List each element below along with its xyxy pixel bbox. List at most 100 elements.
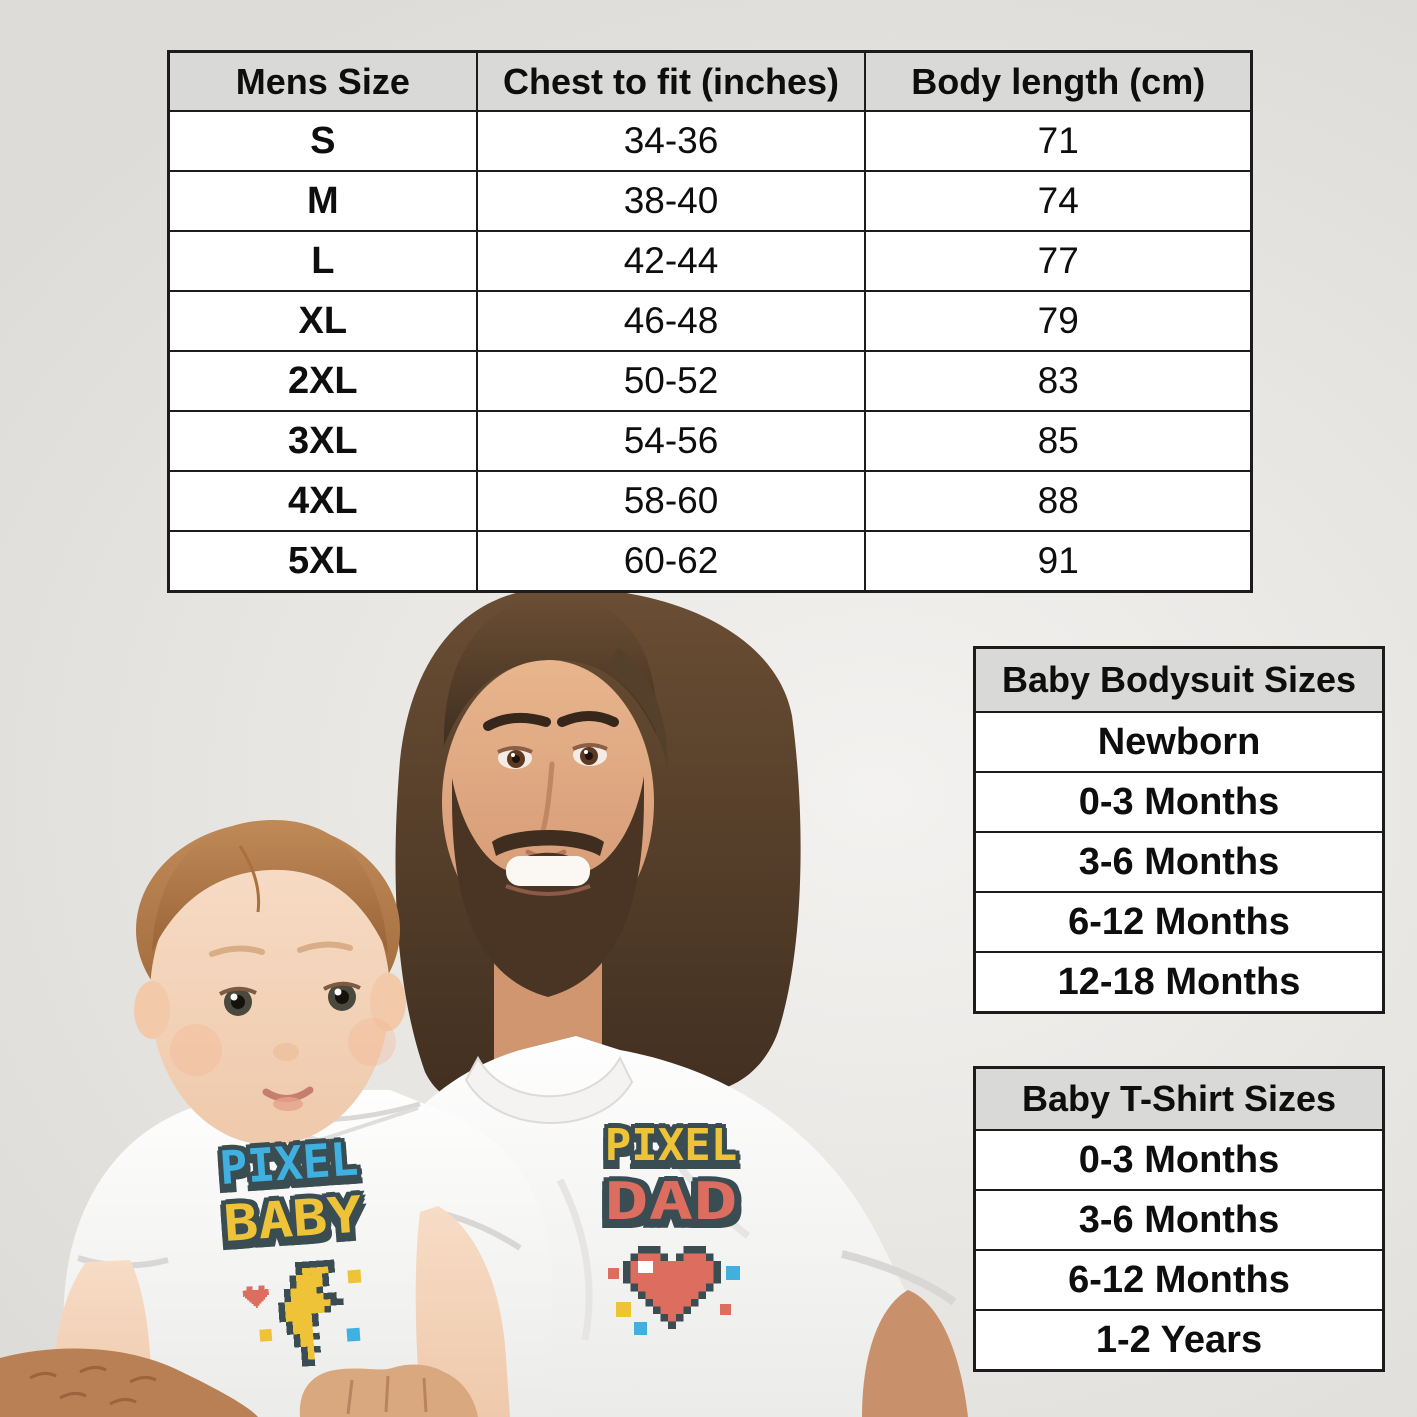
dad-smile-line: [505, 884, 591, 896]
baby-shirt-graphic: PIXEL BABY: [202, 1132, 391, 1417]
table-cell: 6-12 Months: [1068, 1258, 1290, 1301]
table-header-cell: Chest to fit (inches): [475, 53, 865, 110]
table-row: 5XL 60-62 91: [170, 530, 1250, 590]
table-cell: 79: [864, 292, 1250, 350]
table-cell: 85: [864, 412, 1250, 470]
dad-sleeve-hem: [841, 1250, 957, 1306]
dad-shirt-graphic: PIXEL DAD: [596, 1124, 746, 1364]
table-row: M 38-40 74: [170, 170, 1250, 230]
baby-tshirt-size-table: Baby T-Shirt Sizes 0-3 Months 3-6 Months 6-…: [973, 1066, 1385, 1372]
dad-left-eye: [497, 746, 533, 769]
baby-right-eye: [323, 981, 361, 1011]
table-row: Newborn: [976, 711, 1382, 771]
table-cell: 74: [864, 172, 1250, 230]
confetti-pixel: [608, 1268, 619, 1279]
table-row: 6-12 Months: [976, 1249, 1382, 1309]
lightning-bolt-icon: [278, 1259, 344, 1367]
dad-right-forearm: [862, 1290, 968, 1417]
table-header-cell: Body length (cm): [864, 53, 1250, 110]
baby-left-eye: [219, 986, 257, 1016]
table-cell: 91: [864, 532, 1250, 590]
confetti-pixel: [634, 1322, 647, 1335]
table-row: 3-6 Months: [976, 1189, 1382, 1249]
table-cell: 12-18 Months: [1057, 960, 1301, 1003]
table-header-cell: Baby Bodysuit Sizes: [1001, 659, 1357, 700]
table-row: 0-3 Months: [976, 1129, 1382, 1189]
baby-shirt-text-line2: BABY: [221, 1185, 364, 1253]
table-row: 12-18 Months: [976, 951, 1382, 1011]
dad-beard: [452, 776, 644, 997]
table-row: XL 46-48 79: [170, 290, 1250, 350]
baby-nose: [273, 1043, 299, 1061]
dad-shirt-fold-1: [556, 1178, 593, 1341]
baby-hair-strand: [238, 845, 261, 913]
table-cell: 3XL: [287, 419, 358, 462]
baby-face: [150, 845, 390, 1145]
dad-left-eyebrow: [483, 712, 551, 731]
table-row: 3XL 54-56 85: [170, 410, 1250, 470]
confetti-pixel: [346, 1327, 361, 1342]
table-cell: 50-52: [475, 352, 865, 410]
table-header-cell: Mens Size: [235, 60, 410, 102]
table-cell: 1-2 Years: [1095, 1318, 1263, 1361]
dad-hair-streak: [606, 648, 668, 768]
mens-size-table: Mens Size Chest to fit (inches) Body lengt…: [167, 50, 1253, 593]
baby-left-eyebrow: [209, 945, 265, 957]
table-cell: 0-3 Months: [1078, 1138, 1280, 1181]
table-cell: 77: [864, 232, 1250, 290]
confetti-pixel: [347, 1269, 362, 1284]
table-cell: 60-62: [475, 532, 865, 590]
confetti-pixel: [259, 1328, 273, 1342]
table-cell: 3-6 Months: [1078, 1198, 1280, 1241]
table-header-row: Baby T-Shirt Sizes: [976, 1069, 1382, 1129]
table-cell: 42-44: [475, 232, 865, 290]
baby-lower-lip: [273, 1097, 303, 1111]
table-row: S 34-36 71: [170, 110, 1250, 170]
dad-hair-front: [443, 595, 657, 746]
table-cell: 34-36: [475, 112, 865, 170]
baby-right-arm: [415, 1206, 510, 1417]
baby-left-ear: [134, 981, 170, 1039]
baby-shoulder-fold-right: [301, 1106, 419, 1148]
dad-shirt-fold-2: [657, 1137, 751, 1239]
table-cell: 0-3 Months: [1078, 780, 1280, 823]
table-row: 3-6 Months: [976, 831, 1382, 891]
table-cell: 5XL: [287, 539, 358, 582]
dad-hand: [299, 1364, 478, 1417]
dad-hand-fingers: [346, 1375, 428, 1415]
table-cell: L: [311, 239, 335, 282]
baby-right-eyebrow: [297, 941, 353, 953]
table-cell: 4XL: [287, 479, 358, 522]
confetti-pixel: [616, 1302, 631, 1317]
dad-right-eyebrow: [557, 711, 619, 727]
confetti-pixel: [726, 1266, 740, 1280]
table-cell: 88: [864, 472, 1250, 530]
dad-collar: [464, 1055, 634, 1124]
mini-pixel-heart-icon: [242, 1285, 269, 1308]
dad-right-eye: [572, 743, 608, 766]
dad-mustache: [492, 830, 604, 856]
table-cell: Newborn: [1097, 720, 1261, 763]
table-cell: 3-6 Months: [1078, 840, 1280, 883]
baby-hair-front: [152, 819, 388, 954]
table-row: 2XL 50-52 83: [170, 350, 1250, 410]
pixel-heart-icon: [623, 1246, 721, 1329]
baby-left-cheek: [170, 1024, 222, 1076]
table-row: 1-2 Years: [976, 1309, 1382, 1369]
baby-right-cheek: [348, 1018, 396, 1066]
table-cell: 38-40: [475, 172, 865, 230]
confetti-pixel: [720, 1304, 731, 1315]
dad-holding-arm: [0, 1348, 478, 1417]
table-cell: M: [306, 179, 339, 222]
table-row: 6-12 Months: [976, 891, 1382, 951]
table-header-row: Baby Bodysuit Sizes: [976, 649, 1382, 711]
table-cell: 83: [864, 352, 1250, 410]
table-cell: 71: [864, 112, 1250, 170]
table-row: 0-3 Months: [976, 771, 1382, 831]
table-row: L 42-44 77: [170, 230, 1250, 290]
baby-bodysuit-size-table: Baby Bodysuit Sizes Newborn 0-3 Months 3-6 …: [973, 646, 1385, 1014]
table-cell: 46-48: [475, 292, 865, 350]
table-cell: 6-12 Months: [1068, 900, 1290, 943]
